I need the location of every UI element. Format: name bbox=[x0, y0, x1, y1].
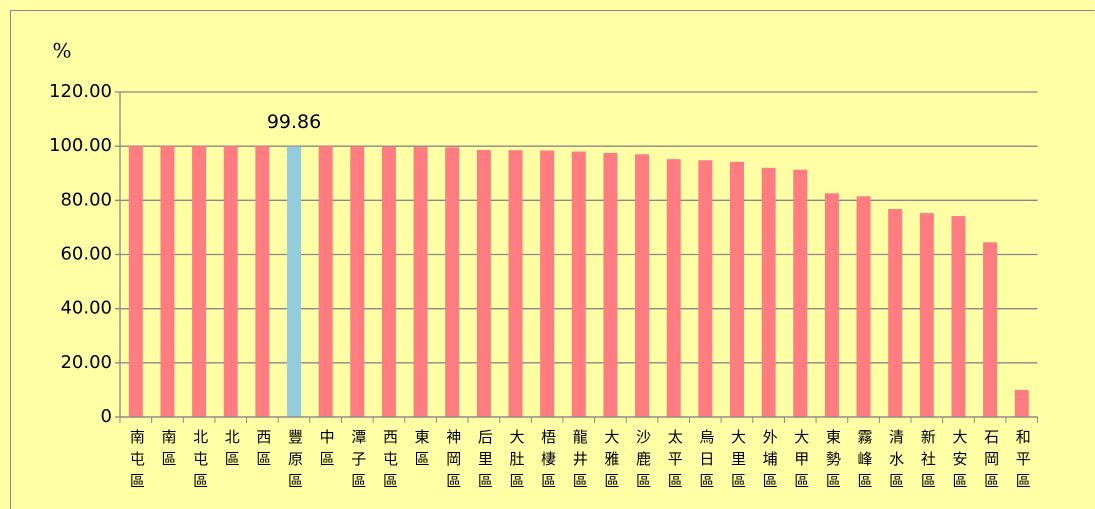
bar bbox=[255, 146, 270, 417]
bar bbox=[1014, 389, 1029, 417]
x-tick-label: 霧峰區 bbox=[856, 429, 874, 495]
x-tick-label: 西屯區 bbox=[381, 429, 399, 495]
bar bbox=[603, 152, 618, 417]
bar bbox=[824, 193, 839, 417]
bar bbox=[445, 147, 460, 417]
x-tick-label: 南區 bbox=[159, 429, 177, 473]
bar bbox=[192, 146, 207, 417]
y-tick-label: 0 bbox=[101, 406, 112, 427]
y-tick-label: 60.00 bbox=[60, 244, 112, 265]
bar bbox=[287, 146, 302, 417]
x-tick-label: 大安區 bbox=[950, 429, 968, 495]
bar bbox=[635, 154, 650, 417]
bar bbox=[223, 146, 238, 417]
bar bbox=[350, 146, 365, 417]
bar bbox=[856, 196, 871, 417]
y-tick-label: 40.00 bbox=[60, 298, 112, 319]
bar bbox=[318, 146, 333, 417]
bar bbox=[160, 146, 175, 417]
bar bbox=[888, 209, 903, 417]
y-tick-label: 120.00 bbox=[49, 81, 112, 102]
x-tick-label: 大肚區 bbox=[508, 429, 526, 495]
x-tick-label: 南屯區 bbox=[128, 429, 146, 495]
x-tick-label: 西區 bbox=[254, 429, 272, 473]
bar bbox=[128, 146, 143, 417]
x-tick-label: 神岡區 bbox=[444, 429, 462, 495]
data-label: 99.86 bbox=[267, 111, 321, 133]
x-tick-label: 和平區 bbox=[1014, 429, 1032, 495]
x-tick-label: 清水區 bbox=[887, 429, 905, 495]
x-tick-label: 沙鹿區 bbox=[634, 429, 652, 495]
x-tick-label: 龍井區 bbox=[571, 429, 589, 495]
x-tick-label: 烏日區 bbox=[697, 429, 715, 495]
x-tick-label: 豐原區 bbox=[286, 429, 304, 495]
x-tick-label: 外埔區 bbox=[761, 429, 779, 495]
y-tick-label: 100.00 bbox=[49, 135, 112, 156]
x-tick-label: 北屯區 bbox=[191, 429, 209, 495]
bar bbox=[666, 159, 681, 417]
x-tick-label: 大雅區 bbox=[602, 429, 620, 495]
y-tick-label: 20.00 bbox=[60, 352, 112, 373]
bar bbox=[508, 150, 523, 417]
bar bbox=[761, 167, 776, 417]
x-tick-label: 新社區 bbox=[919, 429, 937, 495]
x-tick-label: 東勢區 bbox=[824, 429, 842, 495]
bar bbox=[951, 216, 966, 417]
x-tick-label: 北區 bbox=[223, 429, 241, 473]
x-tick-label: 梧棲區 bbox=[539, 429, 557, 495]
x-tick-label: 大甲區 bbox=[792, 429, 810, 495]
bar bbox=[540, 150, 555, 417]
x-tick-label: 潭子區 bbox=[349, 429, 367, 495]
x-tick-label: 東區 bbox=[413, 429, 431, 473]
bar bbox=[381, 146, 396, 418]
x-tick-label: 太平區 bbox=[666, 429, 684, 495]
x-tick-label: 后里區 bbox=[476, 429, 494, 495]
y-tick-label: 80.00 bbox=[60, 189, 112, 210]
bar bbox=[476, 149, 491, 418]
x-tick-label: 大里區 bbox=[729, 429, 747, 495]
frame bbox=[10, 10, 1095, 509]
bar bbox=[698, 160, 713, 417]
bar bbox=[983, 242, 998, 417]
bar bbox=[793, 169, 808, 417]
bar bbox=[571, 151, 586, 418]
bar bbox=[729, 161, 744, 417]
y-axis-label: % bbox=[52, 39, 71, 63]
bar bbox=[413, 146, 428, 417]
x-tick-label: 中區 bbox=[318, 429, 336, 473]
bar bbox=[919, 213, 934, 417]
x-tick-label: 石岡區 bbox=[982, 429, 1000, 495]
